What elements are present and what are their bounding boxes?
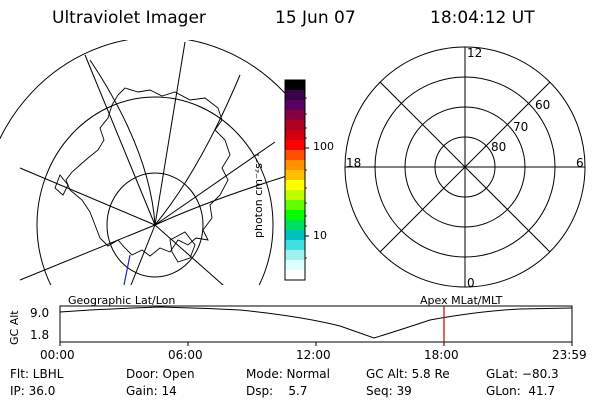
colorbar-segment — [285, 90, 305, 101]
latitude-circle — [36, 96, 274, 285]
gc-alt-info: GC Alt: 5.8 Re — [366, 367, 450, 381]
timeline-tick-0000: 00:00 — [40, 348, 75, 362]
colorbar-segment — [285, 100, 305, 111]
timeline-tick-1200: 12:00 — [296, 348, 331, 362]
color-scale: photon cm⁻²s⁻¹ — [255, 79, 309, 281]
colorbar-segment — [285, 170, 305, 181]
lat-label-80: 80 — [491, 140, 507, 154]
colorbar-segment — [285, 270, 305, 281]
timeline-ylabel: GC Alt — [8, 310, 21, 345]
colorbar-tick-100: 100 — [313, 140, 334, 153]
colorbar-segment — [285, 150, 305, 161]
timeline-tick-1800: 18:00 — [424, 348, 459, 362]
colorbar-segment — [285, 220, 305, 231]
timeline-ymin: 1.8 — [30, 328, 50, 342]
colorbar-segment — [285, 200, 305, 211]
lat-label-60: 60 — [535, 98, 551, 112]
altitude-curve — [59, 306, 573, 339]
latitude-circle — [106, 172, 204, 278]
glat-info: GLat: −80.3 — [486, 367, 559, 381]
coastline — [65, 87, 231, 257]
colorbar-segment — [285, 110, 305, 121]
meridian-line — [154, 224, 224, 285]
colorbar-segment — [285, 160, 305, 171]
colorbar-segment — [285, 250, 305, 261]
mlt-label-6: 6 — [576, 156, 584, 170]
colorbar-segment — [285, 190, 305, 201]
colorbar-segment — [285, 230, 305, 241]
timeline-right-title: Apex MLat/MLT — [420, 294, 503, 307]
instrument-title: Ultraviolet Imager — [52, 8, 206, 28]
mode-info: Mode: Normal — [246, 367, 330, 381]
colorbar-tick-10: 10 — [313, 229, 327, 242]
dsp-info: Dsp: 5.7 — [246, 384, 308, 398]
seq-info: Seq: 39 — [366, 384, 412, 398]
meridian-line — [84, 54, 156, 226]
colorbar-segment — [285, 260, 305, 271]
colorbar-segment — [285, 210, 305, 221]
gain-info: Gain: 14 — [126, 384, 177, 398]
observation-time: 18:04:12 UT — [430, 8, 535, 28]
timeline-left-title: Geographic Lat/Lon — [68, 294, 176, 307]
glon-info: GLon: 41.7 — [486, 384, 556, 398]
polar-mlt-plot — [344, 46, 586, 288]
colorbar-segment — [285, 130, 305, 141]
timeline-tick-0600: 06:00 — [168, 348, 203, 362]
colorbar-segment — [285, 180, 305, 191]
door-info: Door: Open — [126, 367, 195, 381]
meridian-line — [154, 141, 276, 226]
colorbar-segment — [285, 240, 305, 251]
filter-info: Flt: LBHL — [10, 367, 64, 381]
meridian-line — [154, 41, 186, 226]
coastline — [169, 231, 196, 263]
mlt-label-0: 0 — [467, 276, 475, 290]
ip-info: IP: 36.0 — [10, 384, 56, 398]
mlt-label-12: 12 — [467, 46, 483, 60]
mlt-line-diagonal — [379, 81, 551, 253]
colorbar-segment — [285, 80, 305, 91]
timeline-ymax: 9.0 — [30, 306, 50, 320]
orbit-track — [123, 254, 131, 286]
coastline — [54, 174, 69, 196]
meridian-line — [154, 174, 290, 226]
geographic-map — [0, 40, 290, 286]
lat-label-70: 70 — [513, 120, 529, 134]
timeline-tick-2359: 23:59 — [552, 348, 587, 362]
meridian-line — [89, 59, 156, 226]
observation-date: 15 Jun 07 — [275, 8, 356, 28]
altitude-timeline: GC Alt — [8, 305, 573, 346]
mlt-label-18: 18 — [346, 156, 362, 170]
meridian-line — [19, 167, 156, 226]
meridian-line — [154, 74, 241, 226]
colorbar-segment — [285, 120, 305, 131]
colorbar-label: photon cm⁻²s⁻¹ — [255, 153, 265, 238]
colorbar-segment — [285, 140, 305, 151]
meridian-line — [130, 224, 156, 285]
meridian-line — [19, 224, 156, 281]
